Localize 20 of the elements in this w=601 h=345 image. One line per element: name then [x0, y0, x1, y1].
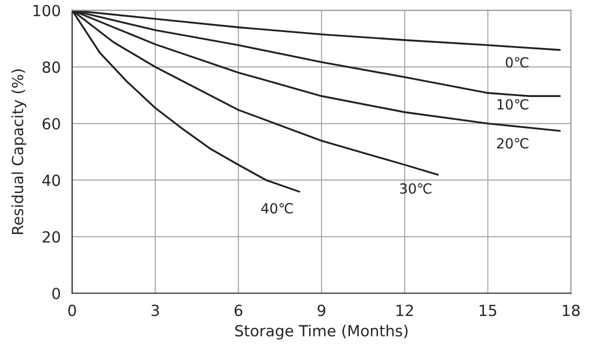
series-label: 40℃: [261, 203, 293, 214]
series-label: 0℃: [506, 57, 528, 68]
x-tick-label: 6: [234, 304, 242, 316]
x-tick-label: 0: [68, 304, 76, 316]
x-tick-label: 12: [396, 304, 413, 316]
y-tick-label: 40: [42, 174, 60, 186]
x-axis-title: Storage Time (Months): [235, 324, 408, 340]
x-tick-label: 15: [480, 304, 496, 316]
series-label: 30℃: [400, 183, 432, 194]
x-tick-label: 9: [318, 304, 326, 316]
y-tick-label: 80: [42, 61, 60, 73]
x-tick-label: 18: [562, 304, 580, 316]
x-tick-label: 3: [152, 304, 159, 316]
series-label: 10℃: [498, 99, 528, 110]
series-label: 20℃: [497, 138, 528, 149]
y-tick-label: 60: [42, 118, 60, 130]
y-tick-label: 20: [42, 231, 60, 243]
y-axis-title: Residual Capacity (%): [12, 69, 26, 234]
y-tick-label: 0: [52, 288, 60, 300]
y-tick-label: 100: [34, 4, 60, 16]
